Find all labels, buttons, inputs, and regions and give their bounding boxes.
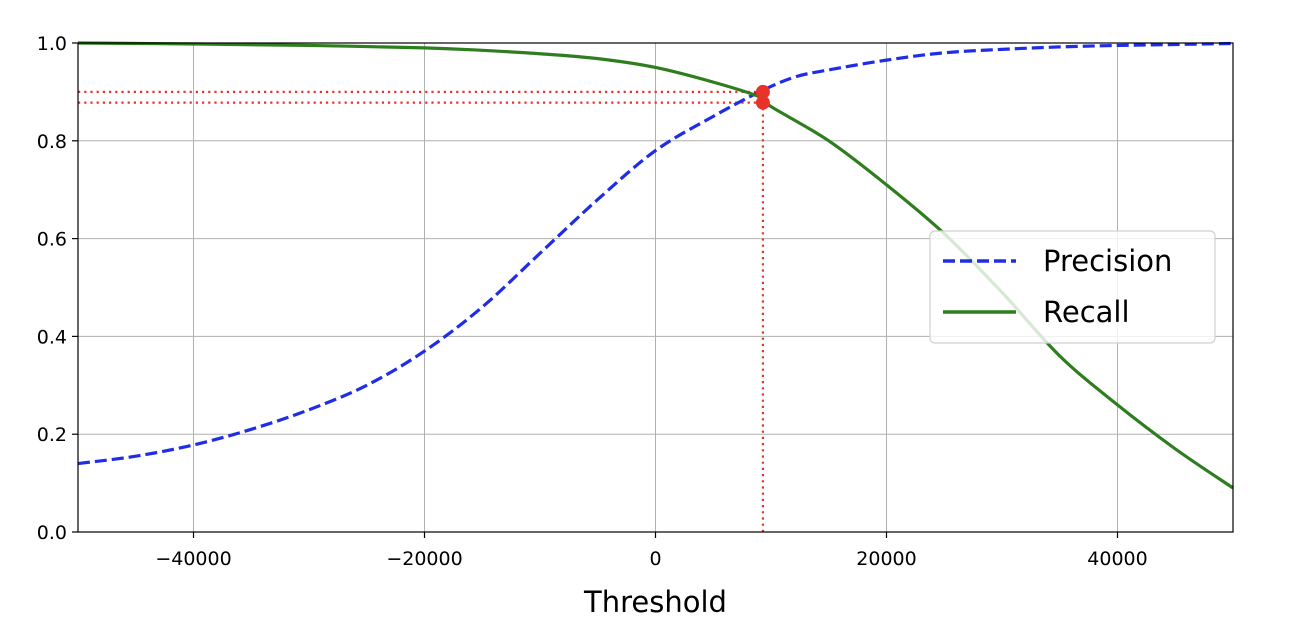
series-line-precision: [77, 41, 1234, 466]
x-tick-label: 0: [649, 548, 661, 570]
y-tick-label: 0.2: [37, 424, 67, 446]
recall-threshold-point: [755, 95, 770, 110]
y-tick-label: 0.8: [37, 131, 67, 153]
legend: Precision Recall: [929, 230, 1216, 344]
tick-layer: −40000 −20000 0 20000 40000 0.0 0.2 0.4 0.6 0.8 1.…: [37, 33, 1148, 570]
x-axis-label: Threshold: [583, 585, 727, 619]
x-tick-label: −40000: [155, 548, 231, 570]
x-tick-label: 40000: [1087, 548, 1147, 570]
precision-threshold-point: [755, 84, 770, 99]
threshold-guides: [78, 90, 765, 532]
legend-box: [929, 230, 1216, 344]
x-tick-label: 20000: [856, 548, 916, 570]
x-tick-label: −20000: [386, 548, 462, 570]
y-tick-label: 1.0: [37, 33, 67, 55]
threshold-markers: [755, 84, 770, 110]
legend-label-recall: Recall: [1043, 295, 1130, 329]
y-tick-label: 0.6: [37, 229, 67, 251]
legend-label-precision: Precision: [1043, 244, 1172, 278]
y-tick-label: 0.4: [37, 326, 67, 348]
y-tick-label: 0.0: [37, 522, 67, 544]
